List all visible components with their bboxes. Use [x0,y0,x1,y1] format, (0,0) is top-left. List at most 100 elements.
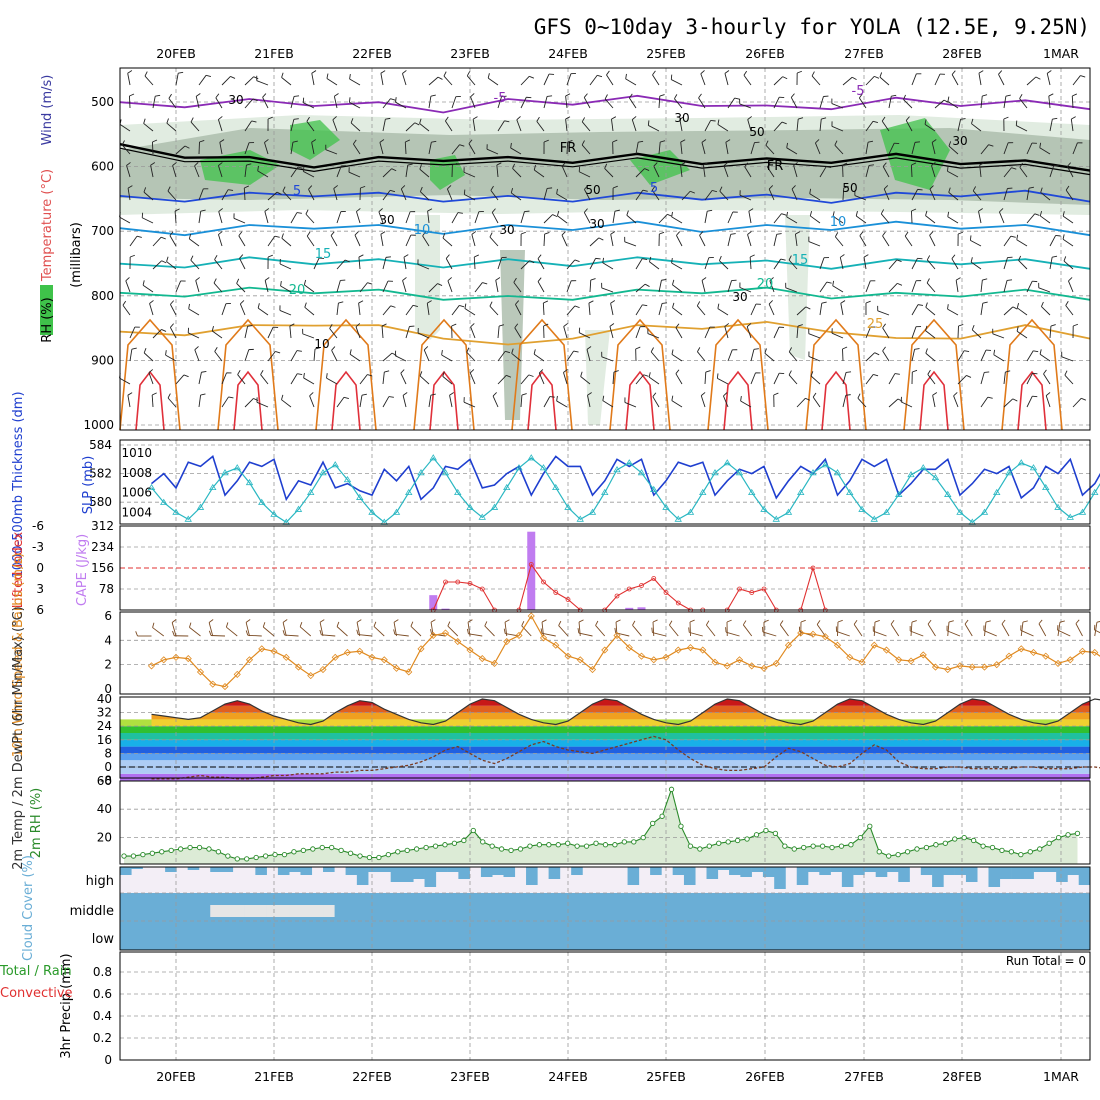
wind-barb-flag [407,163,413,166]
slp-marker [944,490,952,497]
wind-barb-flag [809,210,813,217]
rh-shading-region [500,250,525,420]
wind10m-barb-flag [652,619,658,623]
wind-barb [264,142,269,155]
rh-shading-region [585,330,610,425]
wind-barb-flag [602,257,605,263]
wind-barb [1016,125,1028,132]
wind-barb [635,189,644,201]
rh2m-point [923,844,930,851]
wind-barb-flag [793,162,798,166]
wind10m-barb [299,626,312,637]
temp-heat-band [151,705,1090,713]
rh2m-point [262,853,269,859]
cloud-high-bar [210,867,222,872]
wind-barb [382,190,391,201]
wind-barb-flag [487,73,490,79]
wind10m-point [907,657,915,665]
pressure-tick: 600 [91,160,114,174]
wind10m-point [858,658,866,666]
wind-barb-flag [264,208,270,212]
wind-barb-flag [604,94,608,100]
wind-barb-flag [1073,323,1079,327]
wind-barb-flag [281,394,284,400]
wind-barb-flag [219,139,225,143]
wind-barb-flag [943,99,949,103]
wind-barb [1003,306,1014,316]
wind10m-point [1078,647,1087,655]
wind-barb-flag [297,373,303,376]
wind-barb [796,119,799,132]
wind-barb-flag [237,370,241,375]
wind-barb [951,258,959,270]
wind-barb-flag [257,165,259,171]
wind10m-barb-flag [225,622,229,628]
isotherm-25C [119,320,1091,346]
wind-barb-flag [521,393,527,396]
wind-barb [926,259,936,270]
wind-barb-flag [205,74,212,78]
cloud-high-bar [672,867,685,875]
wind10m-barb [282,622,287,637]
wind-barb-flag [700,70,705,75]
wind-barb [1071,95,1074,109]
rh2m-point [225,853,231,859]
thickness-tick: 580 [89,495,112,509]
wind-barb-flag [958,323,964,327]
wind-barb [808,333,821,339]
slp-tick: 1010 [121,446,152,460]
cloud-layer-label: low [92,932,115,947]
wind-barb [1049,119,1053,132]
wind-barb [495,280,499,293]
wind-barb-flag [215,93,220,98]
wind-barb-flag [419,164,422,170]
wind-barb-flag [626,210,629,216]
wind-barb [336,396,345,408]
wind10m-point [846,653,854,661]
rh2m-point [602,842,609,848]
slp-marker [196,503,205,510]
wind-barb-flag [1016,302,1020,309]
wind-barb [264,280,269,293]
wind-barb [747,119,752,132]
wind-barb-flag [437,76,443,80]
wind-barb [149,303,154,316]
rh-contour-label: 50 [842,181,857,195]
wind-barb [676,235,683,247]
wind10m-barb [927,623,936,637]
rh2m-point [914,846,920,852]
wind-barb-flag [414,122,420,126]
wind-barb [601,356,614,362]
isotherm-loop-orange [217,318,279,431]
wind-barb-flag [662,302,668,304]
cape-bar [637,607,646,610]
temp-line [151,698,1100,726]
rh2m-point [782,843,788,849]
wind-barb [704,257,710,270]
wind-barb [469,372,476,385]
wind10m-point [723,662,731,670]
precip-total-label: Total / Rain [0,964,72,979]
wind-barb [1003,257,1008,270]
lifted-index-point [810,565,816,571]
wind-barb [170,304,177,316]
cloud-high-bar [1067,867,1080,875]
wind-barb [325,149,338,155]
rh-contour-label: 30 [228,93,243,107]
cloud-high-bar [1022,867,1034,879]
wind-barb-flag [1041,301,1044,307]
wind-barb-flag [183,374,189,378]
rh2m-point [461,837,467,844]
temp-heat-band [151,699,1090,706]
wind-barb-flag [334,93,339,97]
wind-barb [865,76,875,86]
wind-barb-flag [845,371,852,373]
wind-barb-flag [776,233,782,235]
wind-barb [1039,147,1051,155]
wind-barb-flag [200,393,206,396]
wind-barb-flag [236,278,240,284]
wind-barb [557,215,568,224]
wind-barb-flag [671,349,674,355]
temp-color-band [120,739,1090,747]
wind-barb-flag [840,300,846,304]
